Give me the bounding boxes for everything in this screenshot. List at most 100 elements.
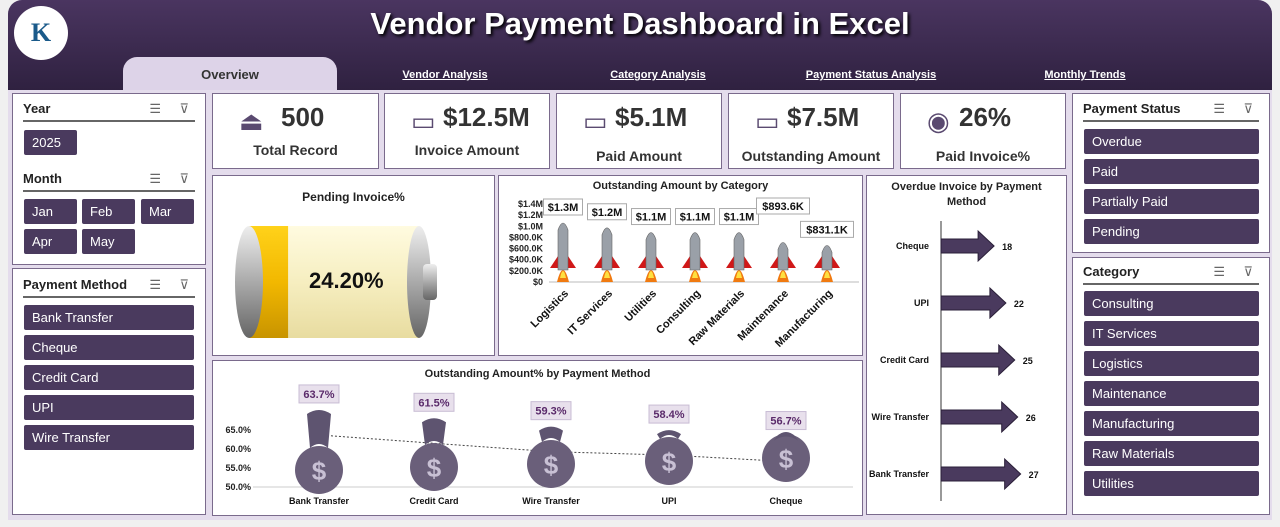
overdue-bar <box>940 400 1019 434</box>
multi-select-icon[interactable]: ☰ <box>149 171 161 186</box>
overdue-bar <box>940 229 995 263</box>
rocket-bar <box>638 232 664 282</box>
data-label-box <box>719 208 759 226</box>
month-button[interactable]: Jan <box>24 199 77 224</box>
y-tick-label: 60.0% <box>225 444 251 454</box>
y-tick-label: 55.0% <box>225 463 251 473</box>
payment-status-button[interactable]: Paid <box>1084 159 1259 184</box>
payment-method-button[interactable]: UPI <box>24 395 194 420</box>
data-label: 56.7% <box>770 416 801 428</box>
data-label: 58.4% <box>653 409 684 421</box>
year-2025-button[interactable]: 2025 <box>24 130 77 155</box>
coins-icon: ◉ <box>927 106 950 136</box>
rocket-bar <box>770 242 796 282</box>
data-label: 59.3% <box>535 406 566 418</box>
x-tick-label: Logistics <box>528 288 571 331</box>
dollar-sign-icon: $ <box>779 444 794 474</box>
y-tick-label: UPI <box>914 298 929 308</box>
dollar-sign-icon: $ <box>544 450 559 480</box>
payment-method-button[interactable]: Cheque <box>24 335 194 360</box>
battery-terminal <box>423 264 437 300</box>
payment-status-button[interactable]: Pending <box>1084 219 1259 244</box>
category-button[interactable]: Raw Materials <box>1084 441 1259 466</box>
tab-overview[interactable]: Overview <box>123 57 337 90</box>
clear-filter-icon[interactable]: ⊽ <box>1243 101 1253 116</box>
tab-payment-status-analysis[interactable]: Payment Status Analysis <box>805 69 937 81</box>
y-tick-label: 50.0% <box>225 482 251 492</box>
kpi-value: 500 <box>281 102 325 132</box>
x-tick-label: Wire Transfer <box>522 496 580 506</box>
battery-start <box>235 226 263 338</box>
month-slicer-title: Month <box>23 171 62 186</box>
kpi-card: ⏏ 500 Total Record <box>212 93 379 169</box>
multi-select-icon[interactable]: ☰ <box>149 277 161 292</box>
multi-select-icon[interactable]: ☰ <box>1213 264 1225 279</box>
overdue-bar <box>940 457 1022 491</box>
category-button[interactable]: Consulting <box>1084 291 1259 316</box>
clear-filter-icon[interactable]: ⊽ <box>179 171 189 186</box>
x-tick-label: Bank Transfer <box>289 496 350 506</box>
data-label: 25 <box>1023 356 1033 366</box>
outstanding-by-category-chart: Outstanding Amount by Category $0 $200.0K… <box>498 175 863 356</box>
x-tick-label: Utilities <box>623 288 660 325</box>
category-button[interactable]: Maintenance <box>1084 381 1259 406</box>
money-bag-marker: $ <box>410 418 458 491</box>
category-button[interactable]: Manufacturing <box>1084 411 1259 436</box>
category-button[interactable]: Logistics <box>1084 351 1259 376</box>
kpi-value: 26% <box>959 102 1012 132</box>
category-button[interactable]: Utilities <box>1084 471 1259 496</box>
tab-monthly-trends[interactable]: Monthly Trends <box>1044 69 1126 81</box>
tab-vendor-analysis[interactable]: Vendor Analysis <box>402 69 488 81</box>
data-label-box <box>631 208 671 226</box>
chart-title: Outstanding Amount% by Payment Method <box>424 368 651 380</box>
kpi-value: $12.5M <box>443 102 530 132</box>
payment-method-slicer-title: Payment Method <box>23 277 128 292</box>
payment-method-button[interactable]: Bank Transfer <box>24 305 194 330</box>
money-bag-marker: $ <box>762 432 810 482</box>
y-tick-label: Bank Transfer <box>869 469 930 479</box>
multi-select-icon[interactable]: ☰ <box>1213 101 1225 116</box>
rocket-bar <box>682 232 708 282</box>
payment-method-button[interactable]: Wire Transfer <box>24 425 194 450</box>
data-label: 61.5% <box>418 397 449 409</box>
clear-filter-icon[interactable]: ⊽ <box>1243 264 1253 279</box>
category-button[interactable]: IT Services <box>1084 321 1259 346</box>
month-button[interactable]: May <box>82 229 135 254</box>
y-tick-label: $0 <box>533 277 543 287</box>
outstanding-pct-by-method-chart: Outstanding Amount% by Payment Method 50… <box>212 360 863 516</box>
data-label-box <box>648 404 690 424</box>
data-label: 22 <box>1014 299 1024 309</box>
battery-end <box>407 226 431 338</box>
payment-method-button[interactable]: Credit Card <box>24 365 194 390</box>
data-label: 27 <box>1029 470 1039 480</box>
month-button[interactable]: Mar <box>141 199 194 224</box>
multi-select-icon[interactable]: ☰ <box>149 101 161 116</box>
data-label: 18 <box>1002 242 1012 252</box>
clear-filter-icon[interactable]: ⊽ <box>179 277 189 292</box>
clear-filter-icon[interactable]: ⊽ <box>179 101 189 116</box>
year-month-slicer-panel: Year ☰ ⊽ 2025 Month ☰ ⊽ Jan Feb Mar Apr May <box>12 93 206 265</box>
kpi-card: ▭ $7.5M Outstanding Amount <box>728 93 894 169</box>
kpi-value: $7.5M <box>787 102 860 132</box>
tab-category-analysis[interactable]: Category Analysis <box>610 69 706 81</box>
month-button[interactable]: Feb <box>82 199 135 224</box>
month-button[interactable]: Apr <box>24 229 77 254</box>
kpi-label: Invoice Amount <box>414 142 520 158</box>
year-slicer-title: Year <box>23 101 51 116</box>
kpi-label: Total Record <box>253 142 338 158</box>
battery-gauge <box>235 226 437 338</box>
cash-icon: ▭ <box>755 106 780 136</box>
overdue-chart-svg: Cheque 18 UPI 22 Credit Card 25 Wire Transfer 2… <box>869 221 1039 501</box>
y-tick-label: Credit Card <box>880 355 929 365</box>
data-label: $831.1K <box>806 224 848 236</box>
moneybag-chart-svg: 50.0% 55.0% 60.0% 65.0% $63.7% Bank Transfer $… <box>225 384 853 506</box>
data-label: $1.3M <box>548 202 579 214</box>
pending-invoice-card: Pending Invoice% 24.20% <box>212 175 495 356</box>
money-bag-marker: $ <box>527 426 575 488</box>
data-label-box <box>587 203 627 221</box>
y-tick-label: 65.0% <box>225 425 251 435</box>
payment-status-button[interactable]: Partially Paid <box>1084 189 1259 214</box>
rocket-bar <box>726 232 752 282</box>
payment-status-button[interactable]: Overdue <box>1084 129 1259 154</box>
category-slicer: Category ☰ ⊽ Consulting IT Services Logistic… <box>1072 257 1270 515</box>
